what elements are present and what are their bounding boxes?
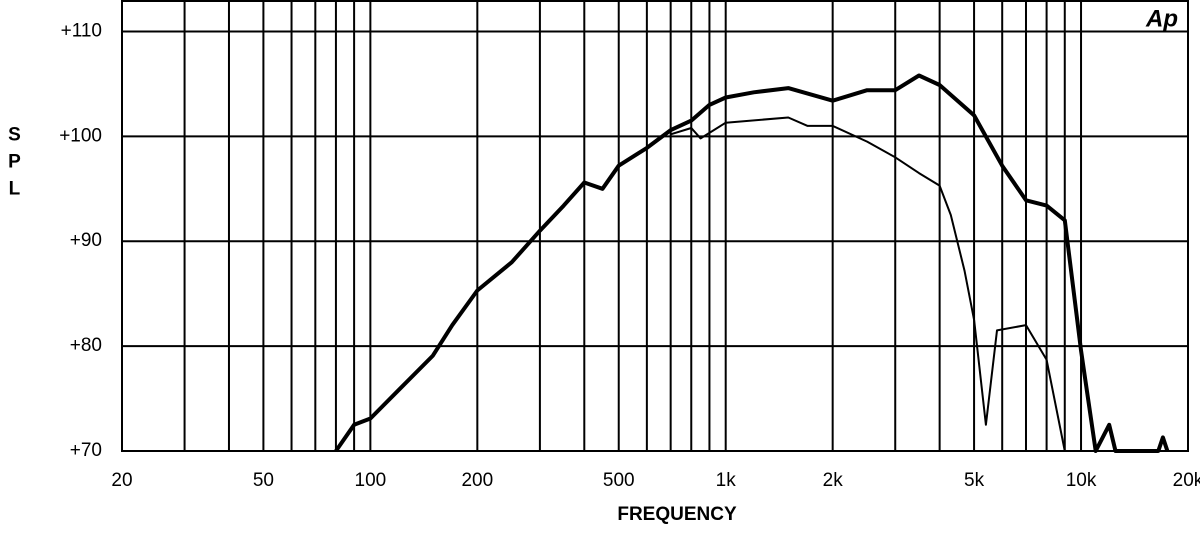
response-line [334,73,1170,453]
x-tick-label: 2k [823,470,844,491]
plot-frame [121,0,1189,452]
y-tick-label: +100 [59,125,102,146]
x-tick-label: 500 [603,470,635,491]
y-tick-label: +90 [70,230,102,251]
y-tick-label: +80 [70,335,102,356]
x-tick-label: 10k [1066,470,1097,491]
x-tick-label: 50 [253,470,274,491]
response-line [670,116,1066,452]
x-axis-label: FREQUENCY [617,504,737,525]
x-tick-label: 20 [111,470,132,491]
x-tick-label: 5k [964,470,985,491]
y-axis-label: SPL [4,125,25,206]
logo: Ap [1145,5,1178,32]
x-tick-label: 100 [355,470,387,491]
y-axis-label-text: SPL [4,125,25,206]
x-tick-label: 200 [461,470,493,491]
x-tick-label: 1k [716,470,737,491]
y-tick-label: +70 [70,440,102,461]
y-tick-label: +110 [61,20,102,41]
x-tick-label: 20k [1173,470,1200,491]
